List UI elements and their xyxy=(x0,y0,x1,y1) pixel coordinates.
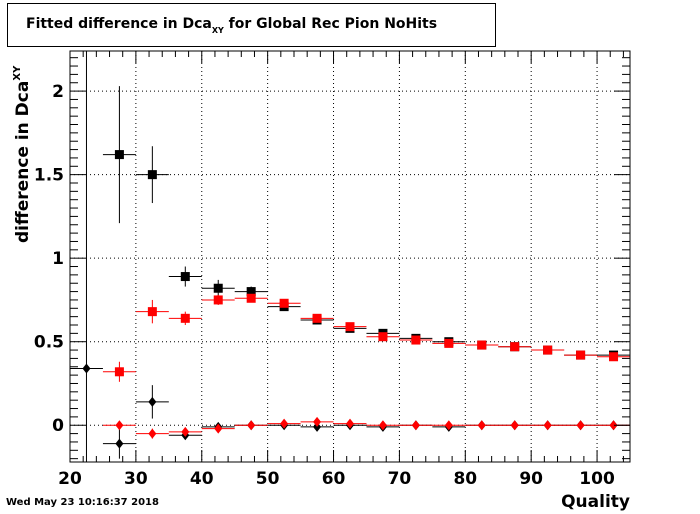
chart-title-suffix: for Global Rec Pion NoHits xyxy=(223,16,438,32)
square-marker xyxy=(444,338,454,348)
diamond-marker xyxy=(609,420,618,431)
square-marker xyxy=(180,272,190,282)
diamond-marker xyxy=(346,418,354,429)
square-marker xyxy=(213,283,223,293)
square-marker xyxy=(114,150,124,160)
x-tick-label: 50 xyxy=(256,469,280,489)
y-tick-label: 1 xyxy=(52,249,64,269)
square-marker xyxy=(246,287,256,297)
diamond-marker xyxy=(181,426,190,437)
diamond-marker xyxy=(477,420,486,431)
y-tick-label: 0.5 xyxy=(34,333,64,353)
y-tick-label: 0 xyxy=(52,416,64,436)
chart-title-prefix: Fitted difference in Dca xyxy=(26,16,212,32)
y-axis-title-main: difference in Dca xyxy=(13,80,33,243)
x-tick-label: 90 xyxy=(519,469,543,489)
square-marker xyxy=(411,335,421,345)
chart-title-box: Fitted difference in DcaXY for Global Re… xyxy=(7,3,496,47)
data-series-2 xyxy=(102,293,630,382)
square-marker xyxy=(114,367,124,377)
x-axis-title: Quality xyxy=(561,492,630,512)
diamond-marker xyxy=(82,363,91,374)
square-marker xyxy=(312,313,322,323)
data-markers xyxy=(70,51,630,462)
diamond-marker xyxy=(543,420,552,431)
square-marker xyxy=(180,313,190,323)
diamond-marker xyxy=(214,423,223,434)
diamond-marker xyxy=(313,416,322,427)
square-marker xyxy=(510,342,520,352)
diamond-marker xyxy=(576,420,585,431)
square-marker xyxy=(147,170,157,180)
data-series-3 xyxy=(70,51,630,462)
chart-title-subscript: XY xyxy=(211,26,224,35)
diamond-marker xyxy=(378,420,387,431)
square-marker xyxy=(279,298,289,308)
diamond-marker xyxy=(247,420,256,431)
y-axis-title-subscript: XY xyxy=(12,65,23,81)
y-tick-label: 2 xyxy=(52,82,64,102)
square-marker xyxy=(246,293,256,303)
diamond-marker xyxy=(148,396,157,407)
x-tick-label: 40 xyxy=(190,469,214,489)
diamond-marker xyxy=(115,420,124,431)
x-tick-label: 20 xyxy=(58,469,82,489)
square-marker xyxy=(609,352,619,362)
diamond-marker xyxy=(148,428,157,439)
diamond-marker xyxy=(444,420,453,431)
diamond-marker xyxy=(115,438,124,449)
plot-frame xyxy=(69,50,631,463)
square-marker xyxy=(576,350,586,360)
x-tick-label: 70 xyxy=(388,469,412,489)
square-marker xyxy=(147,307,157,317)
diamond-marker xyxy=(411,420,420,431)
x-tick-label: 100 xyxy=(579,469,615,489)
y-axis-title: difference in DcaXY xyxy=(12,66,33,243)
x-tick-label: 30 xyxy=(124,469,148,489)
x-tick-label: 60 xyxy=(322,469,346,489)
diamond-marker xyxy=(280,418,289,429)
timestamp: Wed May 23 10:16:37 2018 xyxy=(6,497,159,508)
square-marker xyxy=(543,345,553,355)
diamond-marker xyxy=(313,421,322,432)
diamond-marker xyxy=(510,420,519,431)
x-tick-label: 80 xyxy=(453,469,477,489)
data-series-4 xyxy=(102,416,630,439)
chart-title: Fitted difference in DcaXY for Global Re… xyxy=(26,16,437,35)
grid-lines xyxy=(70,51,630,462)
square-marker xyxy=(345,322,355,332)
square-marker xyxy=(213,295,223,305)
square-marker xyxy=(477,340,487,350)
y-tick-label: 1.5 xyxy=(34,166,64,186)
axis-ticks: 20 30 40 50 60 70 80 90 100 0 0.5 1 1.5 2 xyxy=(34,51,630,489)
square-marker xyxy=(378,332,388,342)
